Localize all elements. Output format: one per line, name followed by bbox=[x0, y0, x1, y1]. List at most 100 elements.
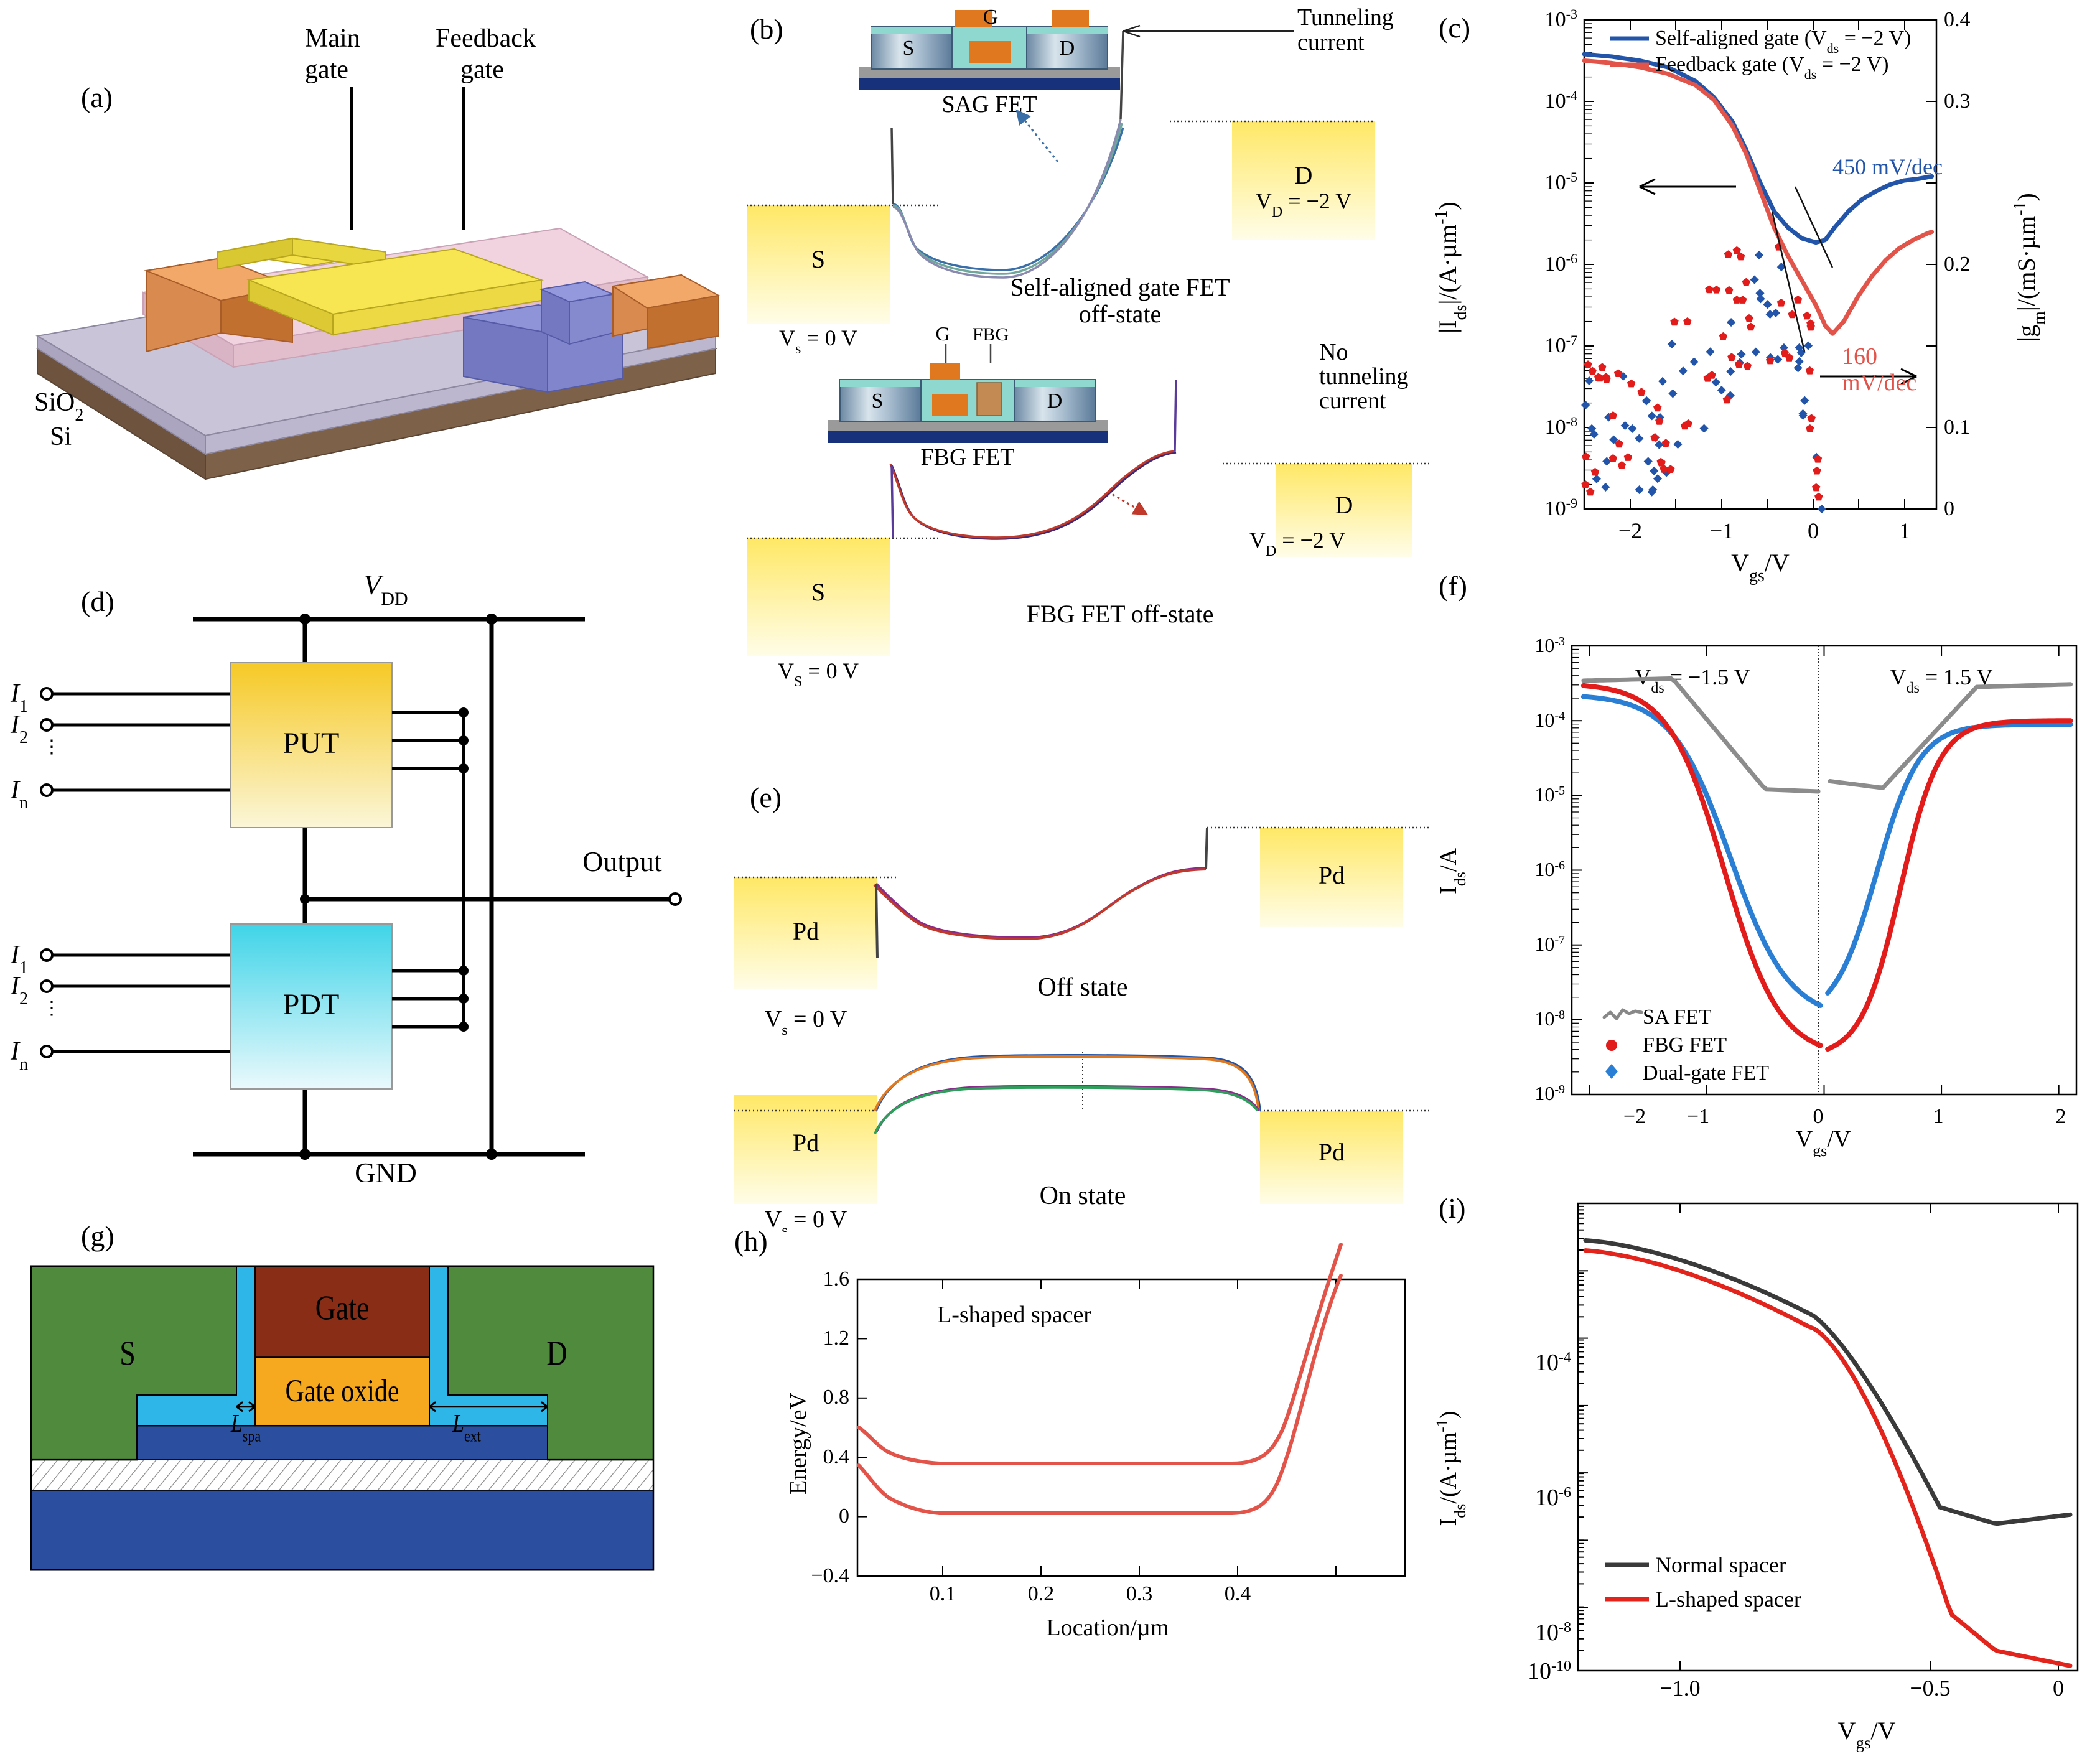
svg-text:S: S bbox=[811, 578, 825, 606]
svg-text:G: G bbox=[983, 6, 999, 29]
svg-text:GND: GND bbox=[355, 1157, 417, 1182]
svg-text:10-9: 10-9 bbox=[1534, 1082, 1565, 1104]
svg-text:1: 1 bbox=[1933, 1105, 1944, 1128]
svg-text:−2: −2 bbox=[1623, 1105, 1646, 1128]
svg-text:0.3: 0.3 bbox=[1126, 1582, 1153, 1605]
svg-text:10-3: 10-3 bbox=[1545, 6, 1577, 32]
svg-text:Energy/eV: Energy/eV bbox=[785, 1392, 811, 1494]
svg-text:0.2: 0.2 bbox=[1944, 253, 1971, 276]
svg-text:FBG FET: FBG FET bbox=[921, 444, 1015, 470]
svg-text:|Ids|/(A·µm-1): |Ids|/(A·µm-1) bbox=[1432, 202, 1470, 334]
svg-text:Output: Output bbox=[582, 846, 662, 877]
svg-text:Feedback: Feedback bbox=[436, 24, 536, 53]
svg-text:0.4: 0.4 bbox=[823, 1445, 850, 1468]
svg-text:Vs = 0 V: Vs = 0 V bbox=[765, 1006, 847, 1038]
svg-text:mV/dec: mV/dec bbox=[1842, 370, 1916, 396]
svg-text:2: 2 bbox=[2056, 1105, 2066, 1128]
svg-text:10-6: 10-6 bbox=[1534, 858, 1565, 880]
svg-text:160: 160 bbox=[1842, 343, 1877, 370]
svg-text:Pd: Pd bbox=[1319, 861, 1345, 889]
svg-text:SA FET: SA FET bbox=[1643, 1006, 1712, 1029]
svg-text:Vds = 1.5 V: Vds = 1.5 V bbox=[1890, 665, 1993, 696]
svg-text:S: S bbox=[903, 37, 915, 60]
svg-text:10-3: 10-3 bbox=[1534, 634, 1565, 656]
svg-text:Pd: Pd bbox=[793, 1129, 819, 1157]
svg-text:0: 0 bbox=[2053, 1676, 2064, 1701]
svg-text:0.3: 0.3 bbox=[1944, 90, 1971, 113]
svg-text:D: D bbox=[546, 1334, 567, 1373]
svg-text:0.1: 0.1 bbox=[1944, 416, 1971, 439]
svg-text:Pd: Pd bbox=[1319, 1138, 1345, 1166]
svg-text:−1: −1 bbox=[1710, 518, 1734, 543]
svg-text:Main: Main bbox=[305, 24, 360, 53]
svg-text:G: G bbox=[935, 322, 950, 345]
svg-text:10-6: 10-6 bbox=[1545, 251, 1577, 276]
svg-text:10-8: 10-8 bbox=[1545, 414, 1577, 439]
svg-text:Gate: Gate bbox=[315, 1289, 370, 1327]
svg-text:10-7: 10-7 bbox=[1545, 332, 1577, 358]
svg-text:10-9: 10-9 bbox=[1545, 495, 1577, 521]
svg-text:0.8: 0.8 bbox=[823, 1386, 850, 1409]
svg-text:PUT: PUT bbox=[283, 727, 340, 760]
svg-text:L-shaped spacer: L-shaped spacer bbox=[1655, 1587, 1801, 1612]
svg-text:S: S bbox=[119, 1334, 136, 1373]
svg-text:D: D bbox=[1047, 390, 1063, 413]
svg-text:−1.0: −1.0 bbox=[1660, 1676, 1700, 1701]
svg-text:10-4: 10-4 bbox=[1535, 1350, 1571, 1376]
svg-text:10-5: 10-5 bbox=[1534, 783, 1565, 806]
svg-text:10-10: 10-10 bbox=[1528, 1658, 1571, 1684]
svg-text:10-8: 10-8 bbox=[1534, 1007, 1565, 1030]
svg-text:10-4: 10-4 bbox=[1545, 88, 1577, 113]
svg-text:Off state: Off state bbox=[1037, 973, 1127, 1002]
svg-text:0.4: 0.4 bbox=[1944, 8, 1971, 31]
svg-text:SAG FET: SAG FET bbox=[941, 91, 1037, 118]
svg-text:10-7: 10-7 bbox=[1534, 933, 1565, 955]
svg-text:Vgs/V: Vgs/V bbox=[1796, 1126, 1851, 1157]
svg-text:D: D bbox=[1335, 491, 1353, 519]
svg-text:Gate oxide: Gate oxide bbox=[285, 1373, 399, 1409]
svg-text:10-5: 10-5 bbox=[1545, 169, 1577, 195]
svg-text:⋮: ⋮ bbox=[42, 998, 60, 1019]
svg-text:Ids/A: Ids/A bbox=[1435, 848, 1469, 894]
svg-text:10-4: 10-4 bbox=[1534, 709, 1565, 731]
svg-text:0: 0 bbox=[1813, 1105, 1824, 1128]
svg-text:1.6: 1.6 bbox=[823, 1267, 850, 1290]
svg-text:tunneling: tunneling bbox=[1319, 363, 1409, 390]
svg-text:off-state: off-state bbox=[1079, 300, 1162, 328]
svg-text:|gm|/(mS·µm-1): |gm|/(mS·µm-1) bbox=[2010, 193, 2049, 342]
svg-text:Vgs/V: Vgs/V bbox=[1731, 549, 1790, 585]
svg-text:−0.4: −0.4 bbox=[811, 1564, 849, 1587]
svg-text:0: 0 bbox=[1944, 497, 1954, 520]
svg-text:Location/µm: Location/µm bbox=[1046, 1615, 1169, 1641]
svg-text:D: D bbox=[1295, 161, 1313, 189]
svg-text:FBG FET: FBG FET bbox=[1643, 1034, 1727, 1057]
svg-text:Pd: Pd bbox=[793, 917, 819, 945]
svg-text:Vs = 0 V: Vs = 0 V bbox=[779, 325, 857, 357]
svg-text:0.4: 0.4 bbox=[1225, 1582, 1251, 1605]
svg-text:Tunneling: Tunneling bbox=[1297, 4, 1394, 30]
svg-text:FBG FET off-state: FBG FET off-state bbox=[1027, 600, 1214, 628]
svg-text:No: No bbox=[1319, 339, 1348, 365]
svg-text:1: 1 bbox=[1899, 518, 1910, 543]
svg-text:VS = 0 V: VS = 0 V bbox=[778, 658, 859, 690]
svg-text:450 mV/dec: 450 mV/dec bbox=[1832, 154, 1943, 179]
svg-text:S: S bbox=[872, 390, 884, 413]
svg-text:0: 0 bbox=[1808, 518, 1819, 543]
svg-text:−2: −2 bbox=[1618, 518, 1642, 543]
svg-text:S: S bbox=[811, 245, 825, 273]
svg-text:Normal spacer: Normal spacer bbox=[1655, 1552, 1786, 1577]
svg-text:10-6: 10-6 bbox=[1535, 1485, 1571, 1511]
svg-text:current: current bbox=[1319, 388, 1386, 414]
svg-text:gate: gate bbox=[305, 55, 348, 84]
svg-text:1.2: 1.2 bbox=[823, 1327, 850, 1350]
svg-text:In: In bbox=[10, 1037, 28, 1074]
svg-text:0.1: 0.1 bbox=[930, 1582, 956, 1605]
svg-text:−1: −1 bbox=[1687, 1105, 1709, 1128]
svg-text:In: In bbox=[10, 776, 28, 813]
svg-text:10-8: 10-8 bbox=[1535, 1620, 1571, 1646]
svg-text:I2: I2 bbox=[10, 711, 28, 747]
svg-text:Dual-gate FET: Dual-gate FET bbox=[1643, 1062, 1769, 1085]
svg-text:current: current bbox=[1297, 29, 1365, 55]
svg-text:0.2: 0.2 bbox=[1028, 1582, 1055, 1605]
svg-text:Ids/(A·µm-1): Ids/(A·µm-1) bbox=[1433, 1411, 1469, 1526]
